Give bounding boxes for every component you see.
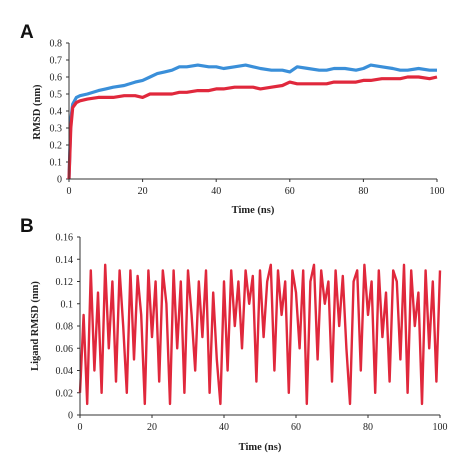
panel-b-x-tick-label: 40 [219,422,229,433]
panel-b-series-line-0 [78,263,442,406]
panel-b-x-tick-label: 60 [291,422,301,433]
panel-b-x-tick-label: 100 [433,422,448,433]
panel-a-y-tick-label: 0.4 [50,107,63,118]
panel-b-x-tick-label: 80 [363,422,373,433]
panel-b-y-tick-label: 0.16 [56,233,74,244]
panel-a-series-line-0 [67,63,437,180]
panel-b-x-tick-label: 20 [147,422,157,433]
panel-a: A RMSD (nm) Time (ns) 0 0.1 0.2 0.3 0.4 0.5 0.… [20,22,445,216]
panel-b-axes [79,237,440,416]
panel-a-y-tick-label: 0.5 [50,90,63,101]
panel-b-y-tick-label: 0.08 [56,322,74,333]
panel-a-x-tick-label: 60 [285,186,295,197]
panel-a-y-tick-label: 0.3 [50,124,63,135]
panel-b-x-tick-label: 0 [78,422,83,433]
panel-b-y-tick-label: 0.12 [56,277,74,288]
panel-b: B Ligand RMSD (nm) Time (ns) 0 0.02 0.04 0.… [20,216,448,453]
panel-b-series [78,263,442,406]
panel-a-y-tick-label: 0.8 [50,39,63,50]
panel-b-letter: B [20,216,34,237]
panel-a-y-tick-label: 0.6 [50,73,63,84]
panel-a-x-tick-label: 0 [67,186,72,197]
panel-a-y-axis-label: RMSD (nm) [32,84,43,140]
panel-b-y-tick-label: 0.04 [56,366,74,377]
panel-b-y-tick-label: 0.06 [56,344,74,355]
panel-a-series-line-1 [67,75,438,180]
panel-a-y-tick-label: 0.7 [50,56,63,67]
panel-a-y-tick-label: 0 [57,175,62,186]
panel-a-x-axis-label: Time (ns) [232,205,275,216]
panel-b-y-tick-label: 0.02 [56,388,74,399]
panel-a-series [67,63,438,180]
panel-a-y-tick-label: 0.1 [50,158,63,169]
panel-b-y-tick-label: 0.1 [61,299,74,310]
panel-a-letter: A [20,22,34,43]
panel-b-y-tick-label: 0.14 [56,255,74,266]
panel-a-x-tick-label: 40 [211,186,221,197]
panel-a-x-tick-label: 100 [430,186,445,197]
panel-a-x-tick-label: 20 [138,186,148,197]
panel-b-y-tick-label: 0 [68,411,73,422]
panel-a-x-tick-label: 80 [358,186,368,197]
panel-a-axes [68,43,437,180]
panel-b-x-axis-label: Time (ns) [239,442,282,453]
panel-b-y-axis-label: Ligand RMSD (nm) [30,281,41,371]
panel-a-ticks: 0 0.1 0.2 0.3 0.4 0.5 0.6 0.7 0.8 0 20 40 60 80 100 [50,39,445,198]
panel-b-ticks: 0 0.02 0.04 0.06 0.08 0.1 0.12 0.14 0.16 0 20 40 60 8… [56,233,448,434]
panel-a-y-tick-label: 0.2 [50,141,63,152]
